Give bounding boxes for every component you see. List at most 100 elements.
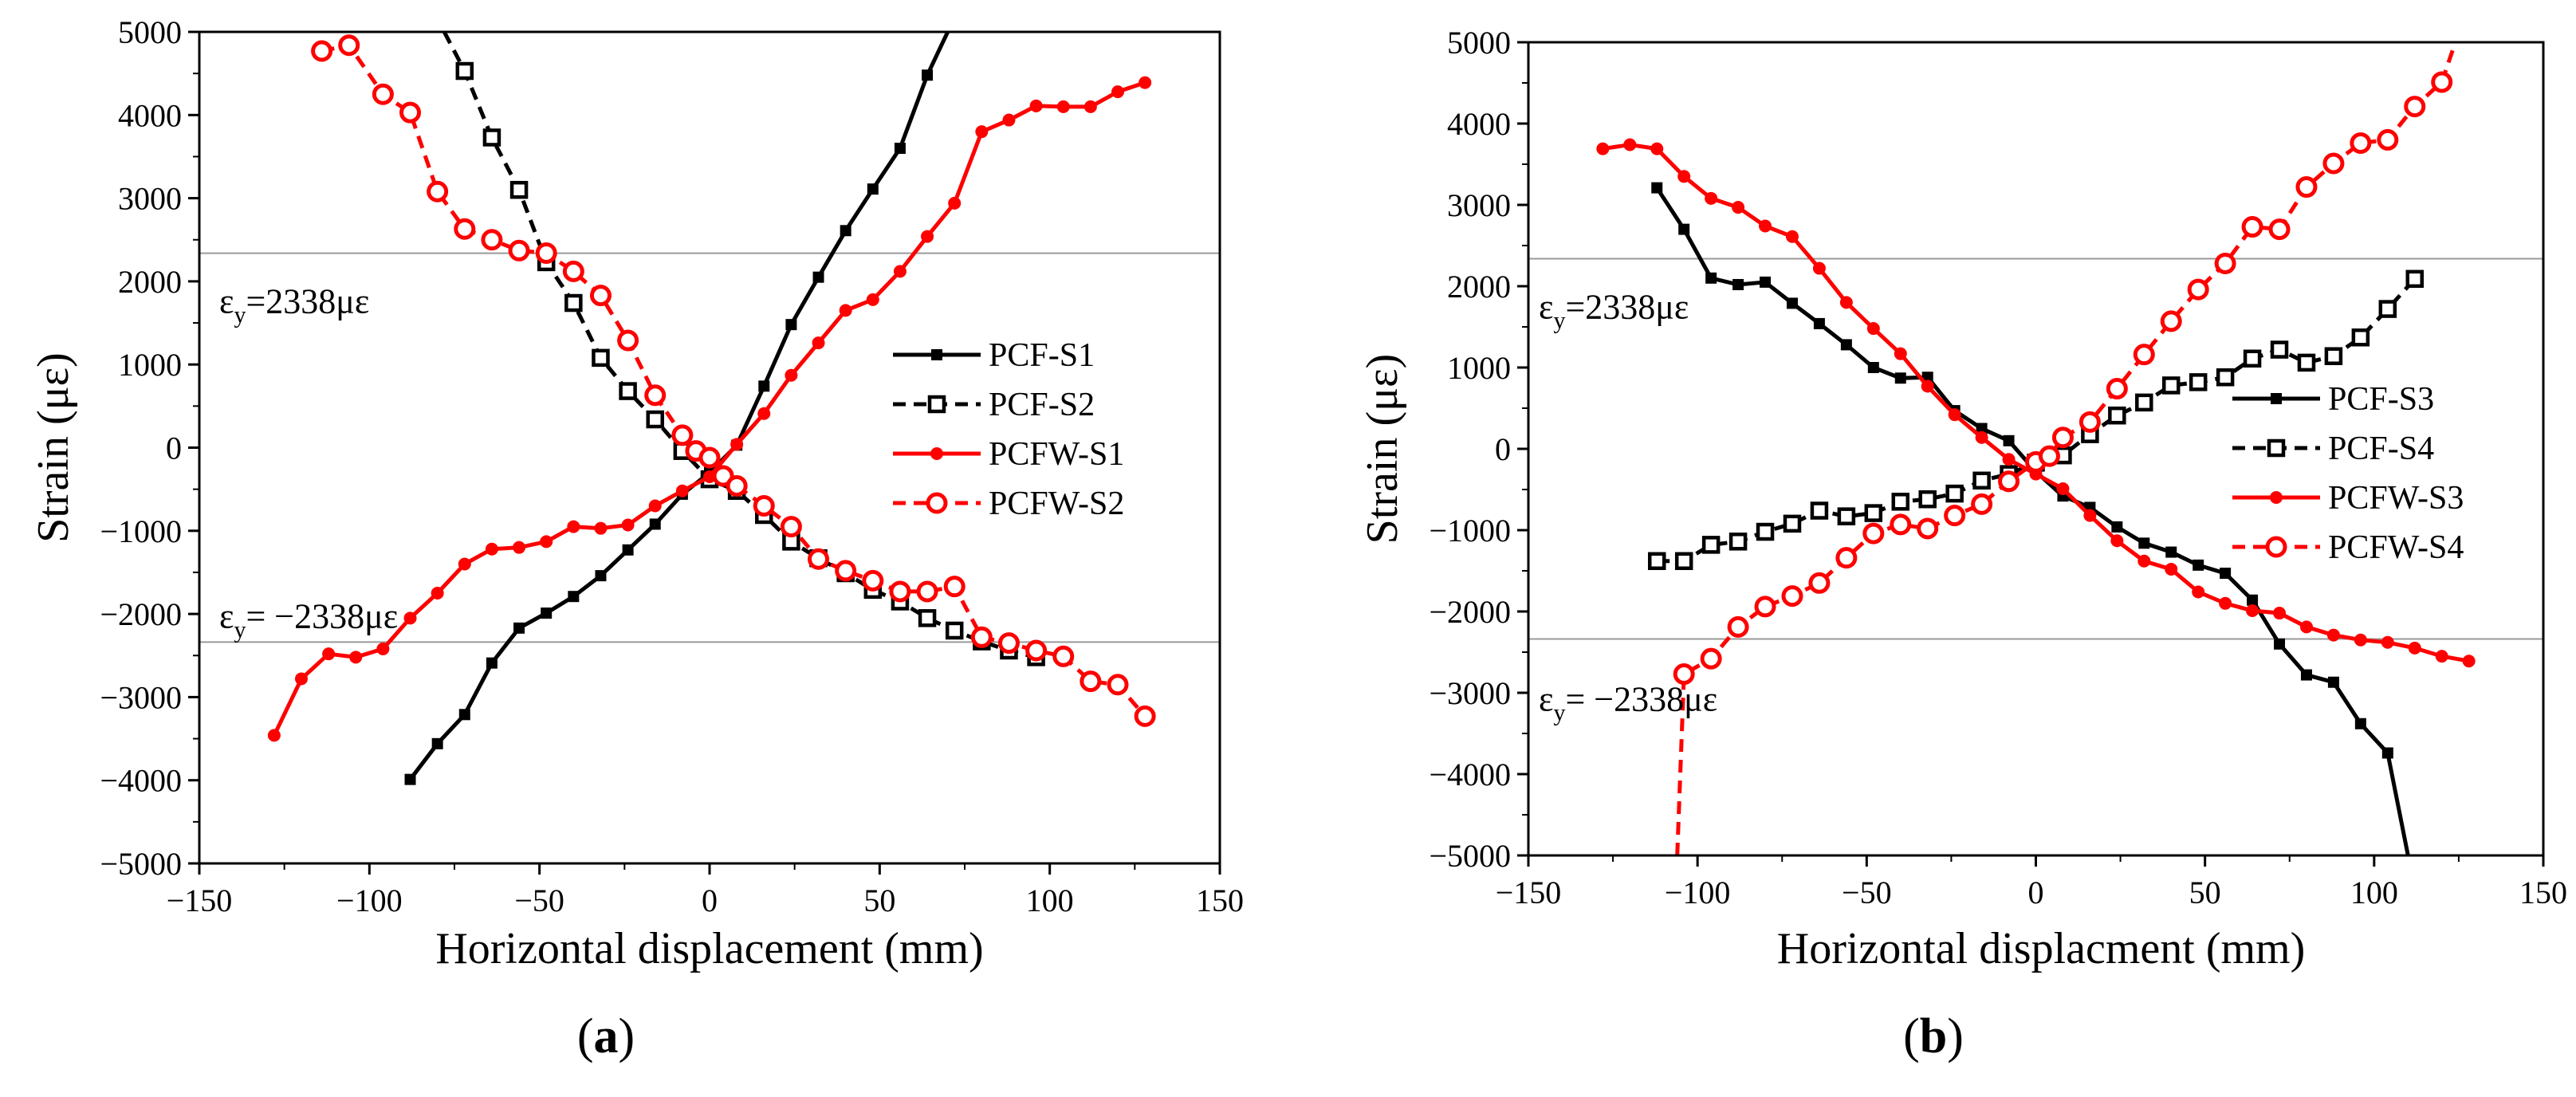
data-point [455,61,474,81]
data-point [2083,509,2097,522]
data-point [1705,272,1717,284]
y-tick-label: −3000 [100,679,182,715]
data-point [1700,647,1722,670]
data-point [595,570,607,582]
data-point [376,642,390,655]
panel-caption: (a) [577,1009,635,1064]
y-tick-label: −5000 [1429,838,1511,874]
data-point [1674,552,1693,571]
data-point [1918,490,1937,509]
data-point [2247,594,2259,606]
legend-label: PCFW-S1 [989,436,1124,473]
y-tick-label: 5000 [1447,25,1511,61]
data-point [2133,344,2155,366]
data-point [1754,596,1776,618]
data-point [1673,663,1695,686]
data-point [785,319,797,331]
data-point [2295,176,2318,199]
x-tick-label: −50 [514,883,564,918]
data-point [712,465,734,487]
data-point [1139,76,1152,89]
data-point [617,329,639,352]
legend-entry: PCF-S4 [2232,431,2434,467]
data-point [2051,427,2074,449]
yield-strain-annotation: εy= −2338με [219,596,398,643]
data-point [2243,349,2262,368]
series-PCFW-S3 [1596,138,2476,668]
data-point [753,495,775,517]
data-point [1701,536,1721,554]
data-point [649,518,661,530]
data-point [482,128,501,147]
chart-panel-b: −150 −100 −50 0 50 100 150 −5000 −4000 −3000 −2000… [1358,25,2567,1064]
y-tick-label: 5000 [118,14,182,50]
data-point [1727,615,1749,638]
panel-caption: (b) [1903,1009,1964,1064]
data-point [509,180,529,199]
legend-entry: PCF-S2 [893,387,1095,423]
data-point [1812,261,1826,275]
legend-marker [927,395,946,414]
y-tick-label: −4000 [100,763,182,799]
data-point [1705,191,1718,205]
data-point [431,737,443,749]
data-point [540,535,553,548]
data-point [404,773,416,785]
data-point [1786,297,1798,309]
data-point [621,518,635,532]
data-point [1781,585,1803,607]
data-point [785,368,798,382]
data-point [840,225,851,237]
data-point [1975,431,1988,444]
yield-strain-annotation: εy=2338με [219,282,369,328]
data-point [1864,504,1883,522]
data-point [730,438,744,451]
data-point [1891,493,1910,511]
data-point [568,591,580,603]
data-point [808,548,830,570]
legend-entry: PCFW-S4 [2232,529,2464,566]
data-point [1971,493,1993,515]
data-point [2297,353,2316,372]
data-point [1056,100,1070,113]
data-point [757,407,771,420]
data-point [1025,639,1048,662]
legend-marker [2267,438,2286,458]
series-PCFW-S4 [1673,42,2458,855]
data-point [1002,113,1016,127]
data-point [1647,552,1666,571]
data-point [1813,317,1825,329]
legend-entry: PCF-S1 [893,337,1095,374]
data-point [2078,411,2101,433]
data-point [311,40,333,62]
y-axis-label: Strain (με) [29,352,78,543]
data-point [1917,517,1939,540]
data-point [541,607,553,619]
data-point [2268,218,2291,241]
data-point [2111,521,2123,533]
data-point [889,580,911,603]
series-line [1657,277,2417,564]
data-point [399,101,422,124]
data-point [2219,596,2232,610]
x-tick-label: 150 [2519,875,2567,910]
data-point [2189,373,2208,391]
data-point [698,446,721,469]
data-point [2431,71,2453,93]
data-point [1732,278,1744,290]
x-tick-label: 50 [863,883,895,918]
data-point [2161,376,2181,395]
data-point [866,293,879,306]
y-tick-label: 2000 [118,264,182,300]
data-point [485,542,498,556]
legend-marker [930,447,943,460]
data-point [1839,296,1853,309]
y-tick-label: 1000 [118,347,182,383]
data-point [295,672,308,686]
data-point [1785,230,1799,243]
legend-marker [926,492,948,514]
data-point [513,622,525,634]
x-tick-label: 100 [2350,875,2398,910]
y-tick-label: 4000 [118,97,182,133]
data-point [1972,471,1991,490]
